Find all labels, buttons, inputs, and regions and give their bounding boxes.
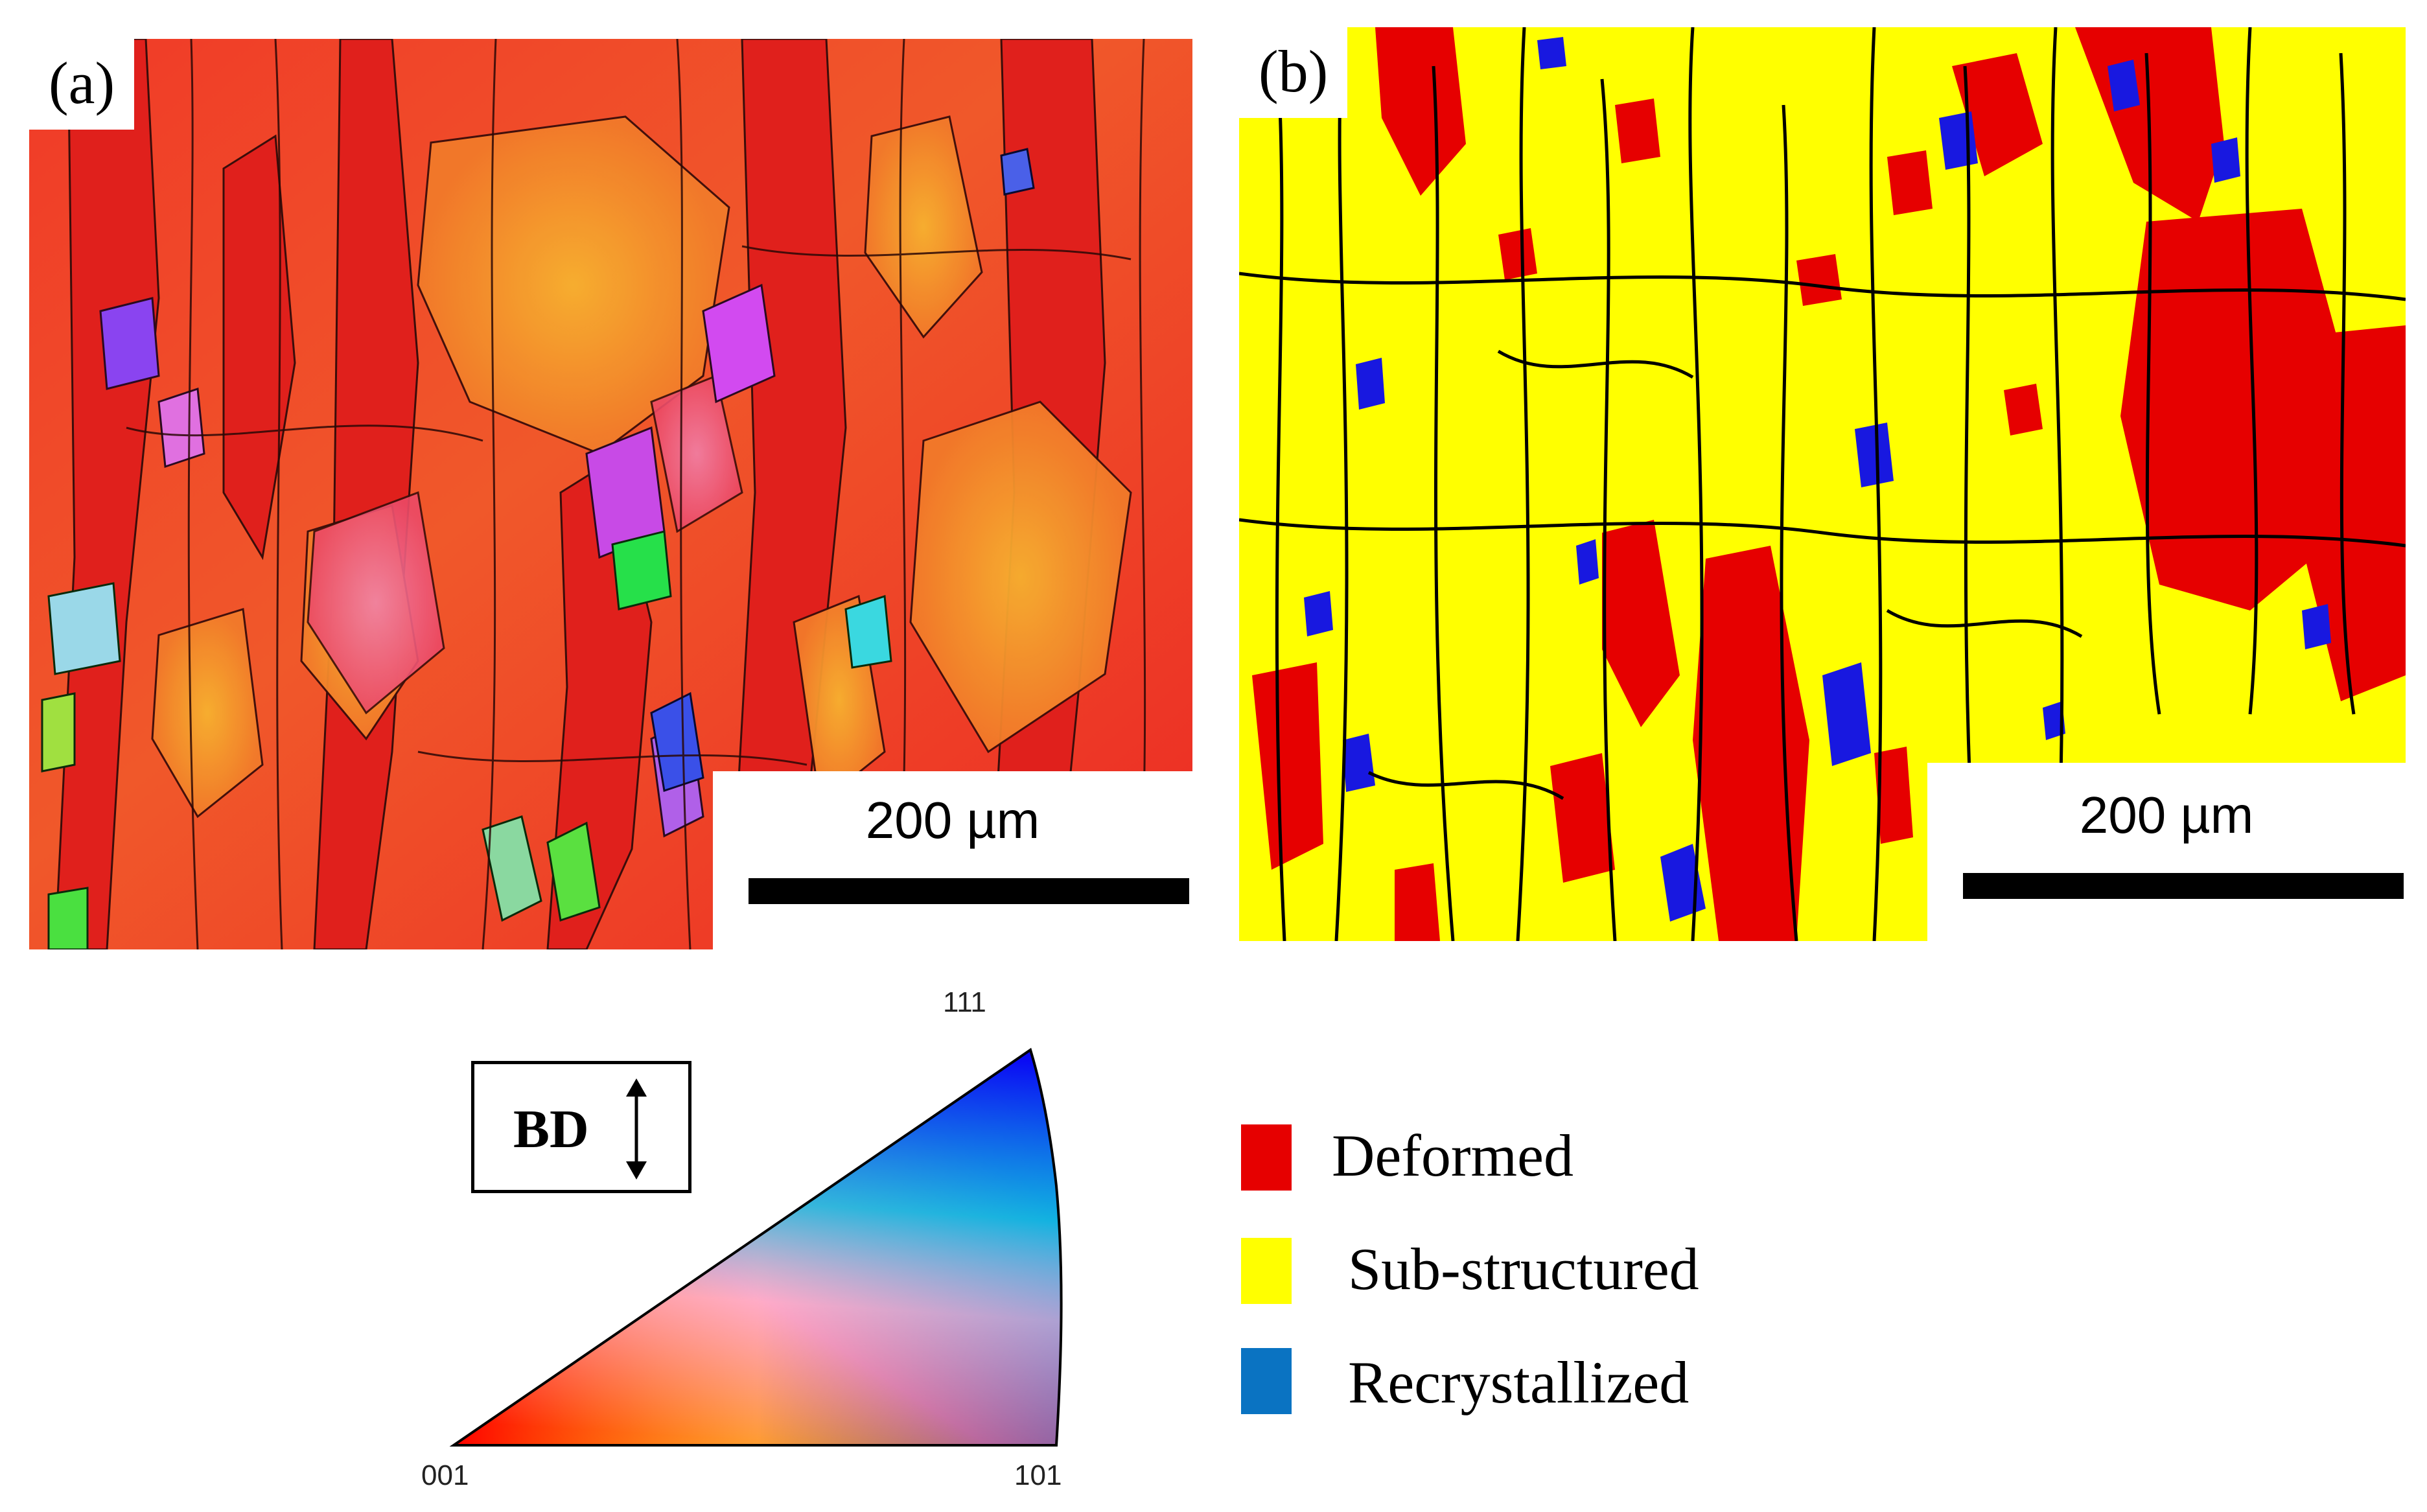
- legend-label-recrystallized: Recrystallized: [1348, 1349, 1690, 1415]
- grain-classification-panel: (b) 200 µm: [1239, 27, 2406, 941]
- ipf-orientation-map: [29, 39, 1192, 949]
- panel-b-scalebar: [1963, 873, 2404, 899]
- legend-label-substructured: Sub-structured: [1348, 1236, 1699, 1302]
- panel-b-label: (b): [1239, 27, 1348, 118]
- ipf-map-panel: (a) 200 µm: [29, 39, 1192, 949]
- panel-a-label: (a): [29, 39, 135, 130]
- panel-a-scalebar: [749, 878, 1189, 904]
- ipf-color-key: [449, 1047, 1063, 1447]
- panel-b-scalebar-label: 200 µm: [2079, 786, 2254, 844]
- build-direction-label: BD: [513, 1099, 589, 1159]
- build-direction-box: BD: [471, 1061, 691, 1193]
- legend-swatch-substructured: [1241, 1238, 1292, 1304]
- legend-swatch-recrystallized: [1241, 1348, 1292, 1414]
- panel-a-scalebar-box: 200 µm: [713, 771, 1192, 949]
- double-arrow-icon: [626, 1078, 647, 1180]
- legend-label-deformed: Deformed: [1332, 1122, 1573, 1189]
- panel-a-scalebar-label: 200 µm: [865, 791, 1040, 849]
- pole-001-label: 001: [421, 1460, 469, 1491]
- pole-101-label: 101: [1014, 1460, 1062, 1491]
- legend-swatch-deformed: [1241, 1124, 1292, 1191]
- pole-111-label: 111: [943, 986, 986, 1018]
- panel-b-scalebar-box: 200 µm: [1927, 763, 2406, 941]
